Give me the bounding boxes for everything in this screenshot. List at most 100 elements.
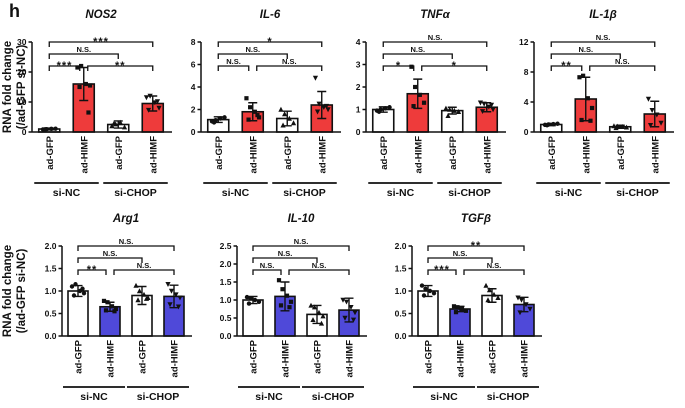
data-points: [374, 64, 496, 118]
significance-bracket: [87, 65, 154, 71]
group-label: si-NC: [255, 391, 283, 403]
triangle-down-icon: [645, 96, 652, 102]
triangle-down-icon: [175, 304, 182, 310]
significance-bracket: [77, 269, 107, 275]
significance-bracket: [77, 257, 143, 263]
square-icon: [284, 293, 290, 298]
bars: [206, 90, 334, 133]
significance-label: ***: [434, 264, 450, 276]
y-axis: 0.0 0.5 1.0 1.5 2.0 2.5: [220, 241, 367, 341]
group-labels: si-NC si-CHOP: [203, 182, 337, 199]
data-points: [542, 73, 664, 131]
square-icon: [588, 118, 593, 123]
square-icon: [409, 64, 414, 69]
triangle-up-icon: [286, 115, 292, 121]
y-tick-label: 0.5: [220, 313, 232, 323]
triangle-down-icon: [488, 102, 495, 108]
circle-icon: [80, 286, 85, 291]
square-icon: [451, 304, 457, 309]
triangle-down-icon: [479, 109, 486, 114]
x-bar-label: ad-HIMF: [106, 340, 117, 378]
x-bar-label: ad-GFP: [448, 135, 459, 169]
chart-title: Arg1: [112, 213, 139, 225]
triangle-down-icon: [173, 292, 179, 298]
square-icon: [459, 306, 465, 312]
square-icon: [577, 75, 582, 80]
significance-brackets: ** N.S.N.S.N.S.: [550, 33, 656, 72]
y-tick-label: 0.5: [395, 309, 407, 319]
x-bar-label: ad-HIMF: [148, 136, 159, 174]
y-tick-label: 4: [191, 82, 196, 92]
x-bar-label: ad-HIMF: [581, 136, 592, 174]
square-icon: [77, 84, 82, 90]
y-tick-label: 8: [191, 37, 196, 47]
significance-brackets: N.S. N.S.N.S.N.S.: [252, 237, 350, 275]
triangle-up-icon: [278, 106, 284, 112]
y-tick-label: 3: [356, 60, 361, 70]
triangle-up-icon: [143, 295, 150, 301]
square-icon: [579, 117, 584, 123]
triangle-up-icon: [282, 111, 288, 117]
y-tick-label: 2.0: [220, 259, 232, 269]
x-bar-label: ad-GFP: [379, 135, 390, 169]
square-icon: [83, 81, 88, 87]
triangle-down-icon: [654, 112, 660, 118]
bar-ad-GFP si-NC: [417, 290, 439, 337]
circle-icon: [555, 121, 560, 126]
circle-icon: [387, 105, 392, 110]
triangle-down-icon: [647, 123, 654, 128]
triangle-up-icon: [486, 287, 493, 293]
square-icon: [589, 105, 595, 111]
group-label: si-CHOP: [616, 187, 659, 199]
triangle-up-icon: [619, 124, 625, 129]
bar-ad-GFP si-NC: [242, 299, 264, 337]
y-axis: 0 1 2 3 4: [356, 37, 506, 137]
significance-label: N.S.: [260, 261, 275, 270]
circle-icon: [419, 283, 425, 288]
triangle-up-icon: [280, 122, 286, 128]
data-points: [40, 63, 162, 132]
significance-bracket: [382, 41, 488, 47]
group-labels: si-NC si-CHOP: [238, 386, 364, 403]
significance-label: N.S.: [410, 45, 425, 54]
circle-icon: [544, 123, 550, 128]
circle-icon: [421, 293, 427, 298]
triangle-down-icon: [167, 302, 173, 308]
triangle-down-icon: [168, 288, 175, 294]
circle-icon: [49, 126, 54, 132]
triangle-up-icon: [485, 297, 491, 303]
group-label: si-NC: [53, 187, 81, 199]
significance-label: **: [87, 264, 98, 276]
significance-brackets: *** N.S.N.S.**: [427, 240, 525, 276]
error-bar: [650, 100, 660, 128]
x-bar-label: ad-HIMF: [650, 136, 661, 174]
triangle-up-icon: [117, 119, 123, 125]
y-axis: 0 10 20 30: [17, 37, 172, 137]
triangle-down-icon: [348, 305, 354, 310]
x-axis-labels: ad-GFP ad-HIMF ad-GFP ad-HIMF: [424, 339, 531, 377]
square-icon: [109, 304, 115, 309]
group-label: si-CHOP: [487, 391, 530, 403]
circle-icon: [73, 282, 78, 287]
circle-icon: [551, 121, 556, 127]
y-tick-label: 1.5: [395, 264, 407, 274]
group-label: si-NC: [430, 391, 458, 403]
triangle-down-icon: [314, 109, 321, 115]
significance-bracket: [589, 65, 656, 71]
triangle-down-icon: [156, 105, 162, 111]
triangle-down-icon: [147, 93, 153, 99]
data-points: [419, 282, 533, 316]
triangle-up-icon: [320, 313, 326, 319]
x-axis-labels: ad-GFP ad-HIMF ad-GFP ad-HIMF: [45, 135, 160, 173]
x-bar-label: ad-GFP: [249, 339, 260, 373]
y-tick-label: 1.0: [220, 295, 232, 305]
triangle-down-icon: [143, 95, 150, 101]
x-axis-labels: ad-GFP ad-HIMF ad-GFP ad-HIMF: [74, 339, 181, 377]
x-bar-label: ad-GFP: [74, 339, 85, 373]
significance-bracket: [382, 53, 453, 59]
chart-title: IL-6: [260, 9, 281, 21]
y-tick-label: 0: [356, 127, 361, 137]
y-tick-label: 4: [524, 97, 529, 107]
